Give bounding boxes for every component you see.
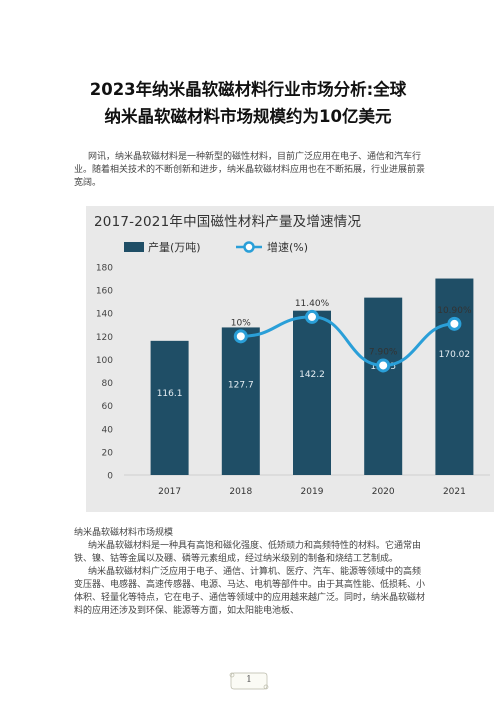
growth-value-label: 10% — [231, 318, 251, 328]
x-tick-label: 2020 — [372, 487, 395, 497]
page-number-badge: 1 — [228, 670, 270, 692]
chart-figure: 2017-2021年中国磁性材料产量及增速情况 产量(万吨) 增速(%) 0 20 40… — [86, 206, 494, 512]
title-line-1: 2023年纳米晶软磁材料行业市场分析:全球 — [89, 80, 407, 99]
intro-paragraph: 网讯，纳米晶软磁材料是一种新型的磁性材料，目前广泛应用在电子、通信和汽车行业。随… — [74, 152, 426, 188]
chart-svg: 产量(万吨) 增速(%) 0 20 40 60 80 100 120 140 160 180 116.1… — [96, 240, 490, 497]
x-tick-label: 2018 — [229, 487, 252, 497]
y-tick-label: 180 — [96, 264, 113, 274]
chart-title: 2017-2021年中国磁性材料产量及增速情况 — [94, 214, 362, 230]
body-paragraph-2: 纳米晶软磁材料广泛应用于电子、通信、计算机、医疗、汽车、能源等领域中的高频变压器… — [74, 567, 426, 616]
bar-value-label: 142.2 — [299, 370, 325, 380]
bar — [293, 310, 331, 475]
x-tick-label: 2021 — [443, 487, 466, 497]
bar — [150, 340, 189, 475]
growth-value-label: 7.90% — [369, 347, 398, 357]
body-paragraph-1: 纳米晶软磁材料是一种具有高饱和磁化强度、低矫顽力和高频特性的材料。它通常由铁、镍… — [74, 541, 422, 564]
legend-label-bars: 产量(万吨) — [148, 240, 201, 254]
y-tick-label: 40 — [102, 425, 114, 435]
y-tick-label: 120 — [96, 333, 113, 343]
section-heading: 纳米晶软磁材料市场规模 — [74, 528, 174, 538]
page-number: 1 — [246, 675, 252, 685]
growth-point — [305, 309, 319, 324]
y-tick-label: 160 — [96, 287, 113, 297]
legend-marker-line — [243, 241, 255, 253]
legend-swatch-bars — [124, 242, 144, 252]
x-tick-label: 2019 — [301, 487, 324, 497]
growth-value-label: 11.40% — [295, 299, 330, 309]
y-tick-label: 60 — [102, 402, 114, 412]
bar-value-label: 127.7 — [228, 381, 254, 391]
x-tick-label: 2017 — [158, 487, 181, 497]
growth-value-label: 10.90% — [437, 306, 472, 316]
growth-line — [240, 315, 455, 367]
y-tick-label: 140 — [96, 310, 113, 320]
y-tick-label: 100 — [96, 356, 113, 366]
bar-value-label: 170.02 — [439, 350, 471, 360]
document-title: 2023年纳米晶软磁材料行业市场分析:全球 纳米晶软磁材料市场规模约为10亿美元 — [40, 76, 456, 130]
bar — [221, 327, 260, 475]
growth-point — [447, 316, 462, 331]
growth-point — [376, 358, 391, 373]
bar-value-label: 116.1 — [157, 389, 183, 399]
growth-point — [233, 329, 248, 344]
scroll-ornament-icon — [229, 672, 269, 690]
y-tick-label: 0 — [107, 472, 113, 482]
title-line-2: 纳米晶软磁材料市场规模约为10亿美元 — [104, 107, 392, 126]
legend-label-line: 增速(%) — [267, 240, 308, 254]
body-section: 纳米晶软磁材料市场规模 纳米晶软磁材料是一种具有高饱和磁化强度、低矫顽力和高频特… — [74, 527, 426, 618]
y-tick-label: 20 — [102, 448, 114, 458]
bar — [435, 278, 474, 475]
bar — [364, 297, 403, 475]
y-tick-label: 80 — [102, 379, 114, 389]
